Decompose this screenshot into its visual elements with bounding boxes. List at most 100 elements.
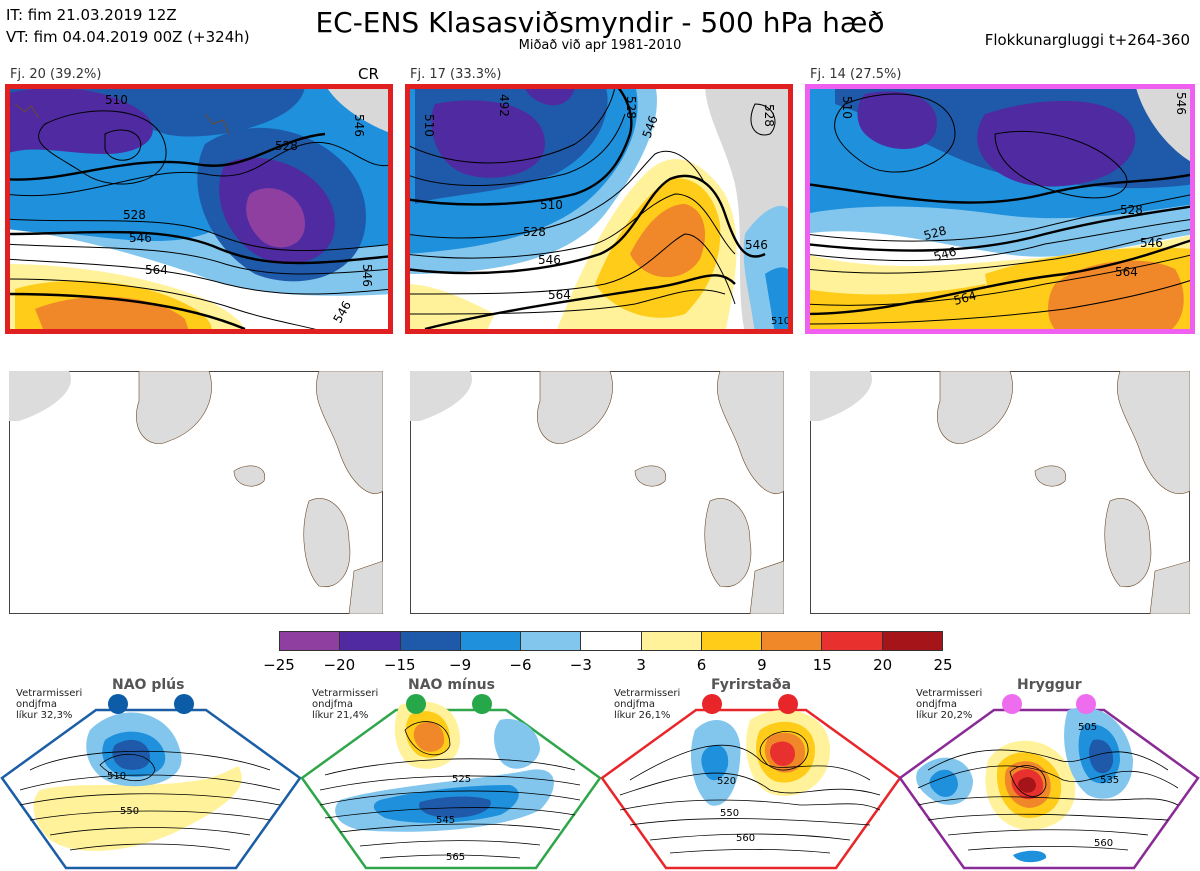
contour-label: 545 <box>436 815 455 826</box>
colorbar-tick-label: 9 <box>757 656 767 674</box>
colorbar-tick-label: 3 <box>636 656 646 674</box>
contour-label: 510 <box>840 96 854 119</box>
regime-1-marker <box>108 694 128 714</box>
note-line: líkur 20,2% <box>916 710 973 721</box>
regime-2-title: NAO mínus <box>408 677 495 693</box>
colorbar-swatch <box>280 632 341 650</box>
cluster-window: Flokkunargluggi t+264-360 <box>984 31 1190 49</box>
contour-label: 560 <box>1094 838 1113 849</box>
colorbar-tick-label: −20 <box>323 656 356 674</box>
contour-label: 528 <box>123 208 146 222</box>
note-line: ondjfma <box>614 699 655 710</box>
cluster-2-map: 510 492 528 546 510 528 546 564 546 528 … <box>405 84 793 334</box>
colorbar-tick-label: −15 <box>383 656 416 674</box>
regime-4-marker <box>1076 694 1096 714</box>
note-line: ondjfma <box>916 699 957 710</box>
colorbar <box>279 631 943 651</box>
cluster-1-frame <box>5 84 393 334</box>
contour-label: 565 <box>446 852 465 863</box>
contour-label: 510 <box>107 771 126 782</box>
colorbar-swatch <box>641 632 702 650</box>
contour-label: 564 <box>1115 265 1138 279</box>
header-info: IT: fim 21.03.2019 12Z VT: fim 04.04.201… <box>6 4 250 48</box>
colorbar-tick-label: 20 <box>873 656 893 674</box>
note-line: líkur 21,4% <box>312 710 369 721</box>
cluster-3-label: Fj. 14 (27.5%) <box>810 67 902 82</box>
regime-4-title: Hryggur <box>1017 677 1082 693</box>
contour-label: 550 <box>120 806 139 817</box>
contour-label: 510 <box>540 198 563 212</box>
note-line: Vetrarmisseri <box>916 688 983 699</box>
colorbar-tick-label: −6 <box>509 656 532 674</box>
valid-time: VT: fim 04.04.2019 00Z (+324h) <box>6 28 250 46</box>
regime-2-map: 525 545 565 <box>300 694 602 870</box>
page-subtitle: Miðað við apr 1981-2010 <box>518 38 682 53</box>
regime-2-marker <box>406 694 426 714</box>
contour-label: 546 <box>352 114 366 137</box>
contour-label: 510 <box>771 316 790 327</box>
contour-label: 528 <box>624 96 638 119</box>
regime-2-marker <box>472 694 492 714</box>
contour-label: 528 <box>523 225 546 239</box>
regime-1-marker <box>174 694 194 714</box>
contour-label: 546 <box>538 253 561 267</box>
cluster-3-frame <box>805 84 1195 334</box>
contour-label: 550 <box>720 808 739 819</box>
regime-3-note: Vetrarmisseri ondjfma líkur 26,1% <box>614 688 680 721</box>
cluster-2-frame <box>405 84 793 334</box>
contour-label: 564 <box>548 288 571 302</box>
cluster-1-tag: CR <box>358 65 379 83</box>
colorbar-tick-label: 25 <box>933 656 953 674</box>
colorbar-swatch <box>762 632 823 650</box>
cluster-2-label: Fj. 17 (33.3%) <box>410 67 502 82</box>
colorbar-tick-label: −25 <box>263 656 295 674</box>
basemap-2 <box>410 371 784 614</box>
regime-4-note: Vetrarmisseri ondjfma líkur 20,2% <box>916 688 982 721</box>
contour-label: 546 <box>1140 236 1163 250</box>
colorbar-tick-label: 6 <box>696 656 707 674</box>
colorbar-tick-label: 15 <box>812 656 832 674</box>
contour-label: 546 <box>360 264 374 287</box>
colorbar-swatch <box>581 632 642 650</box>
regime-1-title: NAO plús <box>112 677 185 693</box>
colorbar-swatch <box>882 632 942 650</box>
contour-label: 528 <box>922 223 948 242</box>
contour-label: 510 <box>422 114 436 137</box>
page-title: EC-ENS Klasasviðsmyndir - 500 hPa hæð <box>315 6 885 39</box>
regime-3-marker <box>702 694 722 714</box>
contour-label: 505 <box>1078 722 1097 733</box>
regime-4-marker <box>1002 694 1022 714</box>
contour-label: 520 <box>717 776 736 787</box>
contour-label: 546 <box>1174 92 1188 115</box>
colorbar-swatch <box>701 632 763 650</box>
cluster-3-map: 510 528 546 564 528 546 564 546 <box>805 84 1195 334</box>
contour-label: 525 <box>452 774 471 785</box>
colorbar-swatch <box>460 632 522 650</box>
regime-1-note: Vetrarmisseri ondjfma líkur 32,3% <box>16 688 82 721</box>
contour-label: 546 <box>745 238 768 252</box>
contour-label: 528 <box>762 104 776 127</box>
contour-label: 564 <box>952 288 978 307</box>
note-line: ondjfma <box>16 699 57 710</box>
basemap-3 <box>810 371 1190 614</box>
colorbar-tick-label: −9 <box>449 656 472 674</box>
basemap-1 <box>9 371 383 614</box>
colorbar-swatch <box>822 632 883 650</box>
note-line: Vetrarmisseri <box>614 688 681 699</box>
colorbar-swatch <box>521 632 582 650</box>
contour-label: 528 <box>1120 203 1143 217</box>
colorbar-tick-label: −3 <box>569 656 592 674</box>
regime-3-title: Fyrirstaða <box>711 677 792 693</box>
regime-3-marker <box>778 694 798 714</box>
note-line: Vetrarmisseri <box>312 688 379 699</box>
contour-label: 546 <box>932 244 958 263</box>
contour-label: 492 <box>497 94 511 117</box>
initial-time: IT: fim 21.03.2019 12Z <box>6 6 177 24</box>
note-line: ondjfma <box>312 699 353 710</box>
contour-label: 546 <box>129 231 152 245</box>
regime-4-map: 505 535 560 <box>898 694 1200 870</box>
contour-label: 564 <box>145 263 168 277</box>
contour-label: 528 <box>275 139 298 153</box>
colorbar-swatch <box>400 632 461 650</box>
contour-label: 510 <box>105 93 128 107</box>
